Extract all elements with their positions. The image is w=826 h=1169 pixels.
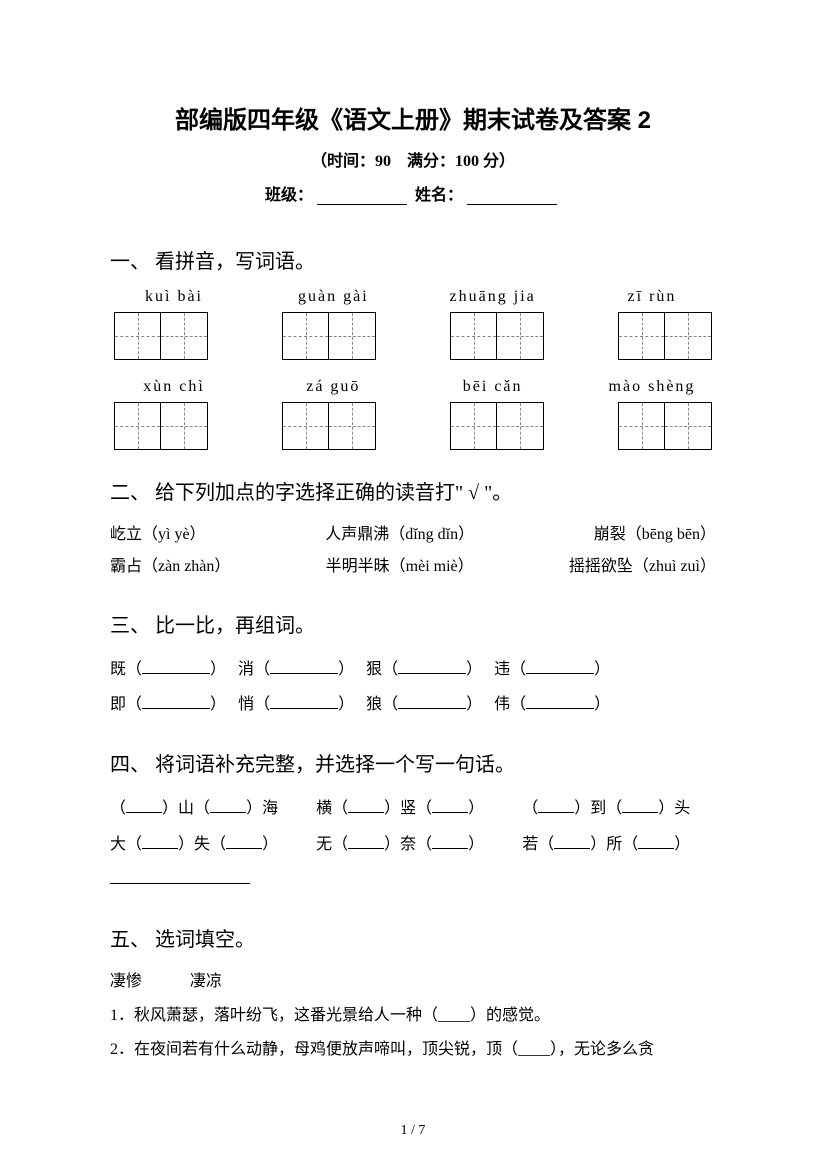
blank bbox=[398, 658, 466, 674]
char-box bbox=[450, 312, 544, 360]
section4-heading: 四、 将词语补充完整，并选择一个写一句话。 bbox=[110, 748, 716, 777]
class-label: 班级： bbox=[265, 187, 313, 204]
sec3-line2: 即（） 悄（） 狼（） 伟（） bbox=[110, 687, 716, 722]
blank bbox=[110, 868, 250, 884]
section2-heading: 二、 给下列加点的字选择正确的读音打" √ "。 bbox=[110, 476, 716, 505]
name-label: 姓名： bbox=[415, 187, 463, 204]
blank bbox=[142, 658, 210, 674]
char: 海 bbox=[262, 800, 278, 817]
blank bbox=[210, 797, 246, 813]
char: 消 bbox=[238, 661, 254, 678]
char-box bbox=[282, 312, 376, 360]
blank bbox=[622, 797, 658, 813]
pinyin-item: xùn chì bbox=[114, 378, 234, 396]
char: 若 bbox=[522, 836, 538, 853]
section5-heading: 五、 选词填空。 bbox=[110, 923, 716, 952]
pinyin-item: zī rùn bbox=[592, 288, 712, 306]
sec2-line1: 屹立（yì yè） 人声鼎沸（dǐng dǐn） 崩裂（bēng bēn） bbox=[110, 519, 716, 551]
blank bbox=[538, 797, 574, 813]
blank bbox=[432, 833, 468, 849]
meta-line: 班级： 姓名： bbox=[110, 181, 716, 205]
blank bbox=[638, 833, 674, 849]
pinyin-item: kuì bài bbox=[114, 288, 234, 306]
char: 狠 bbox=[366, 661, 382, 678]
page-title: 部编版四年级《语文上册》期末试卷及答案 2 bbox=[110, 100, 716, 135]
blank bbox=[126, 797, 162, 813]
char: 奈 bbox=[400, 836, 416, 853]
boxes-row-2 bbox=[110, 402, 716, 450]
char: 大 bbox=[110, 836, 126, 853]
sec4-sentence-blank bbox=[110, 862, 716, 897]
char: 到 bbox=[590, 800, 606, 817]
name-blank bbox=[467, 189, 557, 205]
sec4-line1: （）山（）海 横（）竖（） （）到（）头 bbox=[110, 791, 716, 826]
subtitle: （时间：90 满分：100 分） bbox=[110, 147, 716, 171]
char: 悄 bbox=[238, 696, 254, 713]
sec2-item: 霸占（zàn zhàn） bbox=[110, 551, 230, 583]
sec2-item: 崩裂（bēng bēn） bbox=[594, 519, 716, 551]
char: 失 bbox=[194, 836, 210, 853]
sec2-item: 人声鼎沸（dǐng dǐn） bbox=[325, 519, 474, 551]
char: 横 bbox=[316, 800, 332, 817]
sec2-item: 摇摇欲坠（zhuì zuì） bbox=[569, 551, 716, 583]
char: 既 bbox=[110, 661, 126, 678]
char: 狼 bbox=[366, 696, 382, 713]
char: 无 bbox=[316, 836, 332, 853]
pinyin-item: guàn gài bbox=[273, 288, 393, 306]
pinyin-row-1: kuì bài guàn gài zhuāng jia zī rùn bbox=[110, 288, 716, 306]
pinyin-item: zá guō bbox=[273, 378, 393, 396]
blank bbox=[270, 658, 338, 674]
boxes-row-1 bbox=[110, 312, 716, 360]
blank bbox=[348, 833, 384, 849]
blank bbox=[270, 693, 338, 709]
blank bbox=[226, 833, 262, 849]
char-box bbox=[618, 402, 712, 450]
pinyin-row-2: xùn chì zá guō bēi cǎn mào shèng bbox=[110, 378, 716, 396]
sec2-item: 半明半昧（mèi miè） bbox=[326, 551, 474, 583]
sec5-q1: 1．秋风萧瑟，落叶纷飞，这番光景给人一种（____）的感觉。 bbox=[110, 1000, 716, 1032]
sec5-q2: 2．在夜间若有什么动静，母鸡便放声啼叫，顶尖锐，顶（____），无论多么贪 bbox=[110, 1034, 716, 1066]
char: 头 bbox=[674, 800, 690, 817]
char-box bbox=[114, 312, 208, 360]
char: 即 bbox=[110, 696, 126, 713]
char: 所 bbox=[606, 836, 622, 853]
pinyin-item: bēi cǎn bbox=[433, 378, 553, 396]
char: 竖 bbox=[400, 800, 416, 817]
blank bbox=[432, 797, 468, 813]
sec2-line2: 霸占（zàn zhàn） 半明半昧（mèi miè） 摇摇欲坠（zhuì zuì… bbox=[110, 551, 716, 583]
char: 山 bbox=[178, 800, 194, 817]
section1-heading: 一、 看拼音，写词语。 bbox=[110, 245, 716, 274]
char-box bbox=[114, 402, 208, 450]
char: 违 bbox=[494, 661, 510, 678]
sec3-line1: 既（） 消（） 狠（） 违（） bbox=[110, 652, 716, 687]
pinyin-item: mào shèng bbox=[592, 378, 712, 396]
blank bbox=[526, 658, 594, 674]
sec2-item: 屹立（yì yè） bbox=[110, 519, 206, 551]
blank bbox=[142, 693, 210, 709]
sec4-line2: 大（）失（） 无（）奈（） 若（）所（） bbox=[110, 827, 716, 862]
char-box bbox=[618, 312, 712, 360]
sec5-options: 凄惨 凄凉 bbox=[110, 966, 716, 998]
blank bbox=[526, 693, 594, 709]
blank bbox=[554, 833, 590, 849]
char: 伟 bbox=[494, 696, 510, 713]
char-box bbox=[282, 402, 376, 450]
section3-heading: 三、 比一比，再组词。 bbox=[110, 609, 716, 638]
blank bbox=[142, 833, 178, 849]
blank bbox=[348, 797, 384, 813]
page-number: 1 / 7 bbox=[0, 1123, 826, 1139]
blank bbox=[398, 693, 466, 709]
class-blank bbox=[317, 189, 407, 205]
pinyin-item: zhuāng jia bbox=[433, 288, 553, 306]
char-box bbox=[450, 402, 544, 450]
